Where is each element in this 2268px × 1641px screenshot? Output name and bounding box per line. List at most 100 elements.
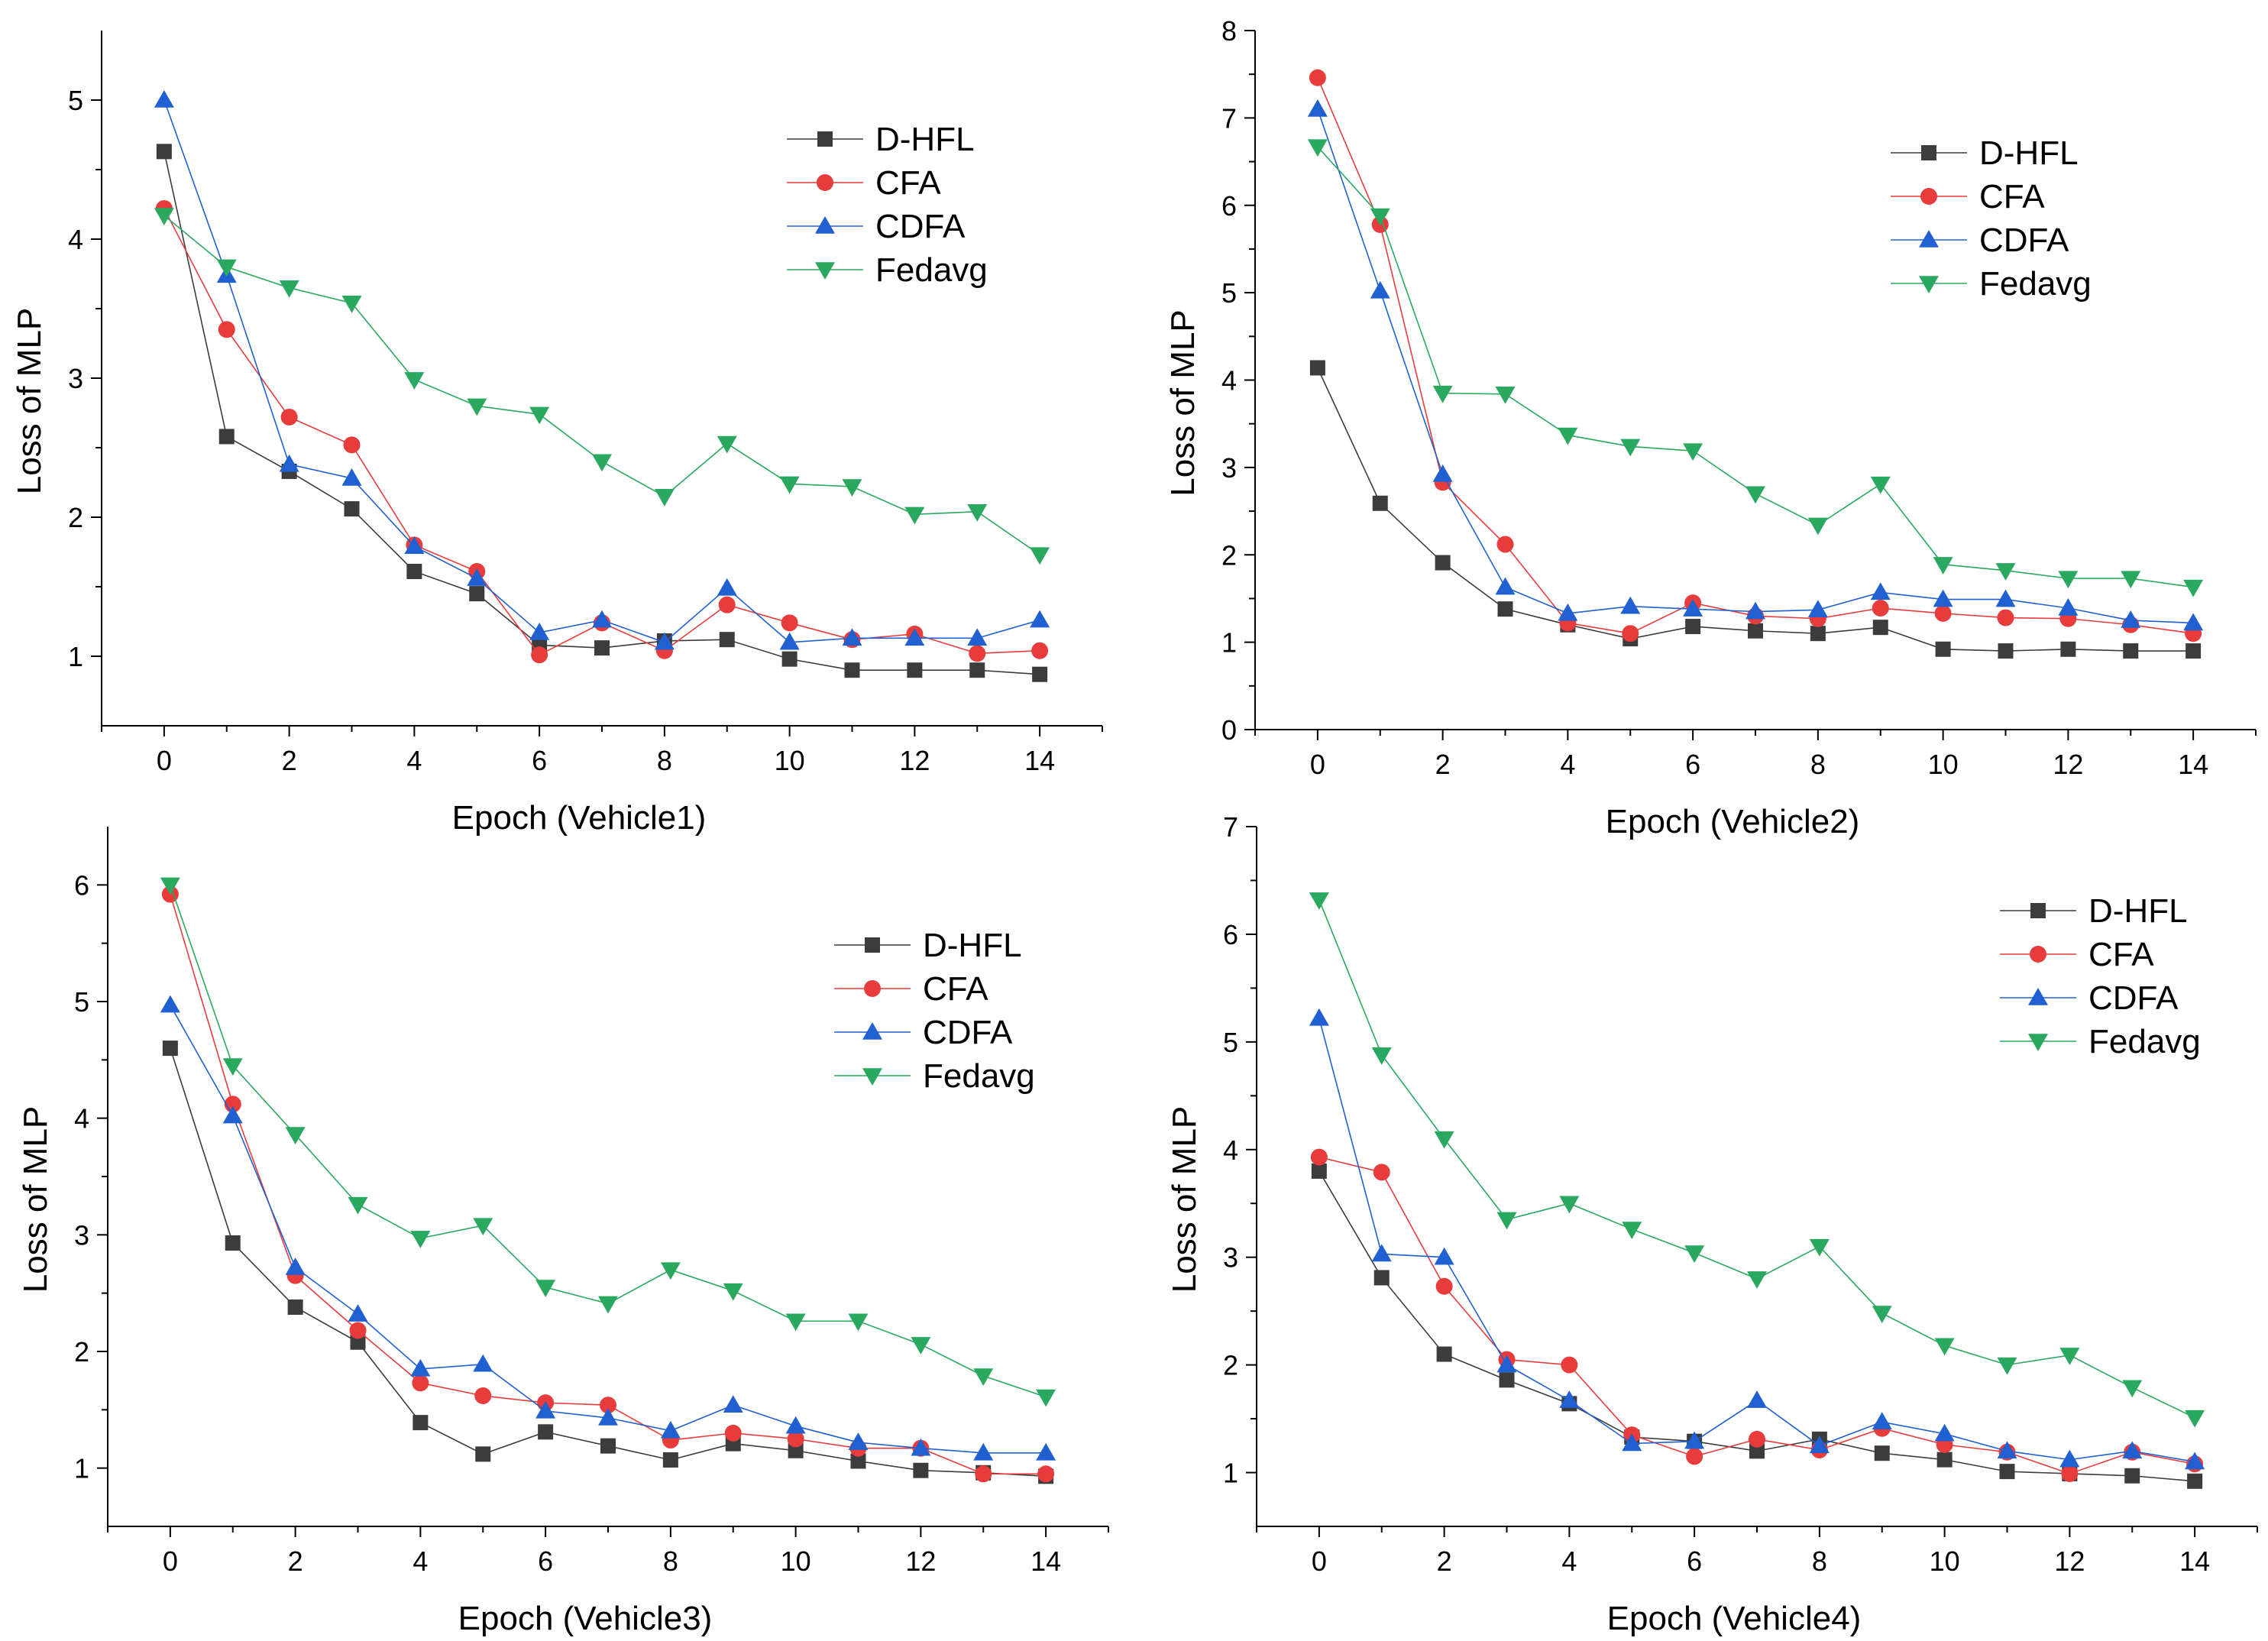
series-cfa: [1310, 1148, 2204, 1482]
x-axis-title: Epoch (Vehicle1): [452, 799, 707, 837]
data-point: [1749, 1430, 1765, 1448]
x-tick-label: 2: [282, 745, 297, 776]
data-point: [1870, 476, 1891, 494]
x-tick-label: 10: [1930, 1546, 1960, 1577]
data-point: [1620, 439, 1641, 457]
data-point: [1622, 1433, 1642, 1452]
data-point: [654, 632, 675, 650]
y-tick-label: 5: [1221, 277, 1237, 309]
x-tick-label: 0: [163, 1546, 178, 1577]
data-point: [598, 1296, 618, 1314]
x-tick-label: 10: [775, 745, 805, 776]
x-tick-label: 10: [781, 1546, 811, 1577]
data-point: [717, 578, 737, 596]
x-axis-title: Epoch (Vehicle2): [1606, 803, 1860, 840]
legend-marker: [862, 1068, 882, 1086]
data-point: [1997, 609, 2014, 626]
y-tick-label: 3: [68, 363, 83, 394]
data-point: [2059, 1348, 2080, 1365]
y-tick-label: 7: [1221, 102, 1237, 134]
y-tick-label: 7: [1223, 811, 1238, 843]
data-point: [2121, 571, 2141, 589]
data-point: [341, 468, 362, 486]
data-point: [1872, 620, 1888, 636]
data-point: [1434, 1131, 1454, 1149]
data-point: [413, 1415, 429, 1431]
data-point: [1561, 1356, 1578, 1374]
legend-label: CDFA: [923, 1014, 1013, 1051]
y-axis-title: Loss of MLP: [11, 308, 48, 495]
data-point: [467, 398, 487, 416]
legend-marker: [815, 216, 835, 234]
data-point: [1370, 208, 1390, 226]
data-point: [967, 503, 988, 522]
data-point: [467, 568, 487, 586]
x-tick-label: 14: [2178, 749, 2208, 780]
legend: D-HFL CFA CDFA Fedavg: [2000, 892, 2201, 1060]
x-tick-label: 0: [1310, 749, 1325, 780]
data-point: [781, 651, 798, 667]
y-tick-label: 2: [1223, 1350, 1238, 1381]
data-point: [844, 662, 860, 678]
y-tick-label: 2: [68, 502, 83, 533]
data-point: [1495, 577, 1516, 595]
data-point: [781, 614, 798, 632]
legend: D-HFL CFA CDFA Fedavg: [1891, 134, 2092, 303]
x-tick-label: 12: [899, 745, 930, 776]
data-point: [2185, 1410, 2205, 1428]
data-point: [1995, 563, 2016, 581]
data-point: [1936, 1452, 1953, 1468]
data-point: [1995, 589, 2016, 607]
y-axis-title: Loss of MLP: [17, 1106, 54, 1293]
data-point: [1747, 1271, 1767, 1289]
data-point: [1872, 600, 1889, 617]
data-point: [2185, 643, 2202, 659]
data-point: [2124, 1468, 2140, 1484]
data-point: [156, 144, 172, 160]
y-axis-title: Loss of MLP: [1164, 309, 1202, 497]
legend-marker: [2030, 903, 2046, 918]
data-point: [594, 640, 610, 656]
legend-marker: [864, 980, 881, 997]
y-tick-label: 6: [1221, 190, 1237, 222]
legend-label: CDFA: [875, 208, 966, 245]
data-point: [2061, 1465, 2079, 1482]
data-point: [907, 662, 923, 678]
data-point: [216, 259, 237, 277]
data-point: [279, 280, 299, 298]
data-point: [410, 1231, 431, 1248]
data-point: [1030, 547, 1050, 565]
data-point: [718, 596, 736, 613]
x-tick-label: 2: [1437, 1546, 1452, 1577]
data-point: [474, 1387, 492, 1405]
y-tick-label: 4: [74, 1103, 89, 1134]
y-axis-title: Loss of MLP: [1166, 1106, 1203, 1293]
data-point: [535, 1400, 556, 1419]
series-cdfa: [1309, 1008, 2205, 1470]
data-point: [222, 1058, 243, 1076]
data-point: [285, 1257, 306, 1275]
data-point: [1496, 1355, 1517, 1373]
x-tick-label: 8: [663, 1546, 678, 1577]
legend-marker: [817, 131, 833, 147]
y-tick-label: 3: [74, 1219, 89, 1251]
data-point: [2121, 610, 2141, 628]
data-point: [2122, 1380, 2143, 1398]
data-point: [1499, 1372, 1515, 1388]
series-line: [1318, 899, 2195, 1419]
data-point: [1371, 1047, 1392, 1065]
data-point: [1622, 625, 1639, 642]
y-tick-label: 1: [74, 1453, 89, 1484]
data-point: [1495, 387, 1516, 404]
data-point: [1372, 495, 1388, 511]
data-point: [1307, 139, 1328, 157]
data-point: [913, 1462, 929, 1478]
data-point: [779, 632, 800, 650]
legend-label: Fedavg: [923, 1057, 1035, 1095]
y-tick-label: 5: [68, 85, 83, 116]
series-cdfa: [154, 90, 1050, 650]
data-point: [350, 1334, 366, 1350]
data-point: [154, 90, 174, 108]
